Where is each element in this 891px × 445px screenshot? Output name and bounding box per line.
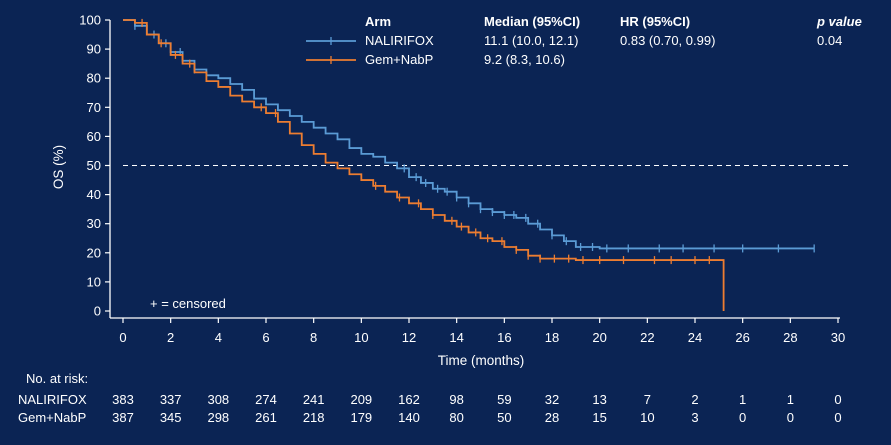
risk-count: 387 [112,410,134,425]
risk-count: 10 [640,410,654,425]
risk-count: 3 [691,410,698,425]
risk-row-label: NALIRIFOX [18,392,87,407]
risk-count: 80 [449,410,463,425]
x-tick-label: 18 [545,330,559,345]
risk-row: NALIRIFOX 383 337 308 274 241 209 162 98 59 32 13 7 2… [18,392,842,407]
legend-row: NALIRIFOX 11.1 (10.0, 12.1) 0.83 (0.70, 0.… [306,33,842,48]
y-tick-label: 60 [87,129,101,144]
legend-header-p: p value [816,14,862,29]
y-tick-label: 0 [94,304,101,319]
risk-count: 140 [398,410,420,425]
risk-count: 1 [739,392,746,407]
legend-rows: NALIRIFOX 11.1 (10.0, 12.1) 0.83 (0.70, 0.… [306,33,842,67]
y-tick-label: 10 [87,274,101,289]
y-tick-label: 30 [87,216,101,231]
x-tick-group: 0 2 4 6 8 10 12 14 16 18 20 22 24 26 28 30 [119,318,845,345]
x-tick-label: 8 [310,330,317,345]
x-tick-label: 14 [449,330,463,345]
risk-count: 298 [207,410,229,425]
risk-count: 0 [834,410,841,425]
risk-count: 209 [350,392,372,407]
legend-header-median: Median (95%CI) [484,14,580,29]
legend-header-arm: Arm [365,14,391,29]
risk-count: 274 [255,392,277,407]
y-axis-label: OS (%) [51,145,66,189]
y-tick-label: 80 [87,71,101,86]
series-layer [123,18,815,311]
risk-count: 0 [787,410,794,425]
x-tick-label: 16 [497,330,511,345]
legend: Arm Median (95%CI) HR (95%CI) p value NA… [306,14,862,67]
legend-p-value: 0.04 [817,33,842,48]
risk-count: 28 [545,410,559,425]
risk-row-label: Gem+NabP [18,410,86,425]
y-tick-label: 90 [87,42,101,57]
x-tick-label: 24 [688,330,702,345]
censored-note: + = censored [150,296,226,311]
y-tick-label: 50 [87,158,101,173]
legend-header-hr: HR (95%CI) [620,14,690,29]
risk-count: 1 [787,392,794,407]
risk-count: 50 [497,410,511,425]
y-tick-group: 0 10 20 30 40 50 60 70 80 90 100 [79,13,110,319]
risk-count: 261 [255,410,277,425]
legend-row: Gem+NabP 9.2 (8.3, 10.6) [306,52,565,67]
series-gem-nabp [123,18,725,311]
risk-count: 337 [160,392,182,407]
risk-count: 0 [834,392,841,407]
risk-row: Gem+NabP 387 345 298 261 218 179 140 80 50 28 15 10 3… [18,410,842,425]
risk-count: 241 [303,392,325,407]
y-tick-label: 70 [87,100,101,115]
risk-count: 13 [592,392,606,407]
y-tick-label: 20 [87,245,101,260]
x-tick-label: 6 [262,330,269,345]
legend-median: 11.1 (10.0, 12.1) [484,33,578,48]
risk-count: 383 [112,392,134,407]
x-tick-label: 28 [783,330,797,345]
legend-hr: 0.83 (0.70, 0.99) [620,33,715,48]
risk-count: 179 [350,410,372,425]
x-tick-label: 20 [592,330,606,345]
risk-table-title: No. at risk: [26,371,88,386]
x-tick-label: 0 [119,330,126,345]
x-tick-label: 30 [831,330,845,345]
x-tick-label: 22 [640,330,654,345]
x-tick-label: 12 [402,330,416,345]
x-tick-label: 4 [215,330,222,345]
risk-count: 2 [691,392,698,407]
legend-median: 9.2 (8.3, 10.6) [484,52,565,67]
risk-count: 162 [398,392,420,407]
risk-count: 345 [160,410,182,425]
risk-count: 59 [497,392,511,407]
x-tick-label: 10 [354,330,368,345]
legend-arm: Gem+NabP [365,52,433,67]
number-at-risk-table: No. at risk: NALIRIFOX 383 337 308 274 241 209… [18,371,842,425]
legend-arm: NALIRIFOX [365,33,434,48]
y-tick-label: 40 [87,187,101,202]
y-tick-label: 100 [79,13,101,28]
risk-count: 32 [545,392,559,407]
series-nalirifox [123,19,815,253]
risk-count: 7 [644,392,651,407]
risk-count: 308 [207,392,229,407]
x-tick-label: 2 [167,330,174,345]
risk-count: 15 [592,410,606,425]
x-tick-label: 26 [735,330,749,345]
risk-count: 98 [449,392,463,407]
risk-count: 0 [739,410,746,425]
risk-rows: NALIRIFOX 383 337 308 274 241 209 162 98 59 32 13 7 2… [18,392,842,425]
x-axis-label: Time (months) [438,353,525,368]
series-line [123,19,815,250]
risk-count: 218 [303,410,325,425]
